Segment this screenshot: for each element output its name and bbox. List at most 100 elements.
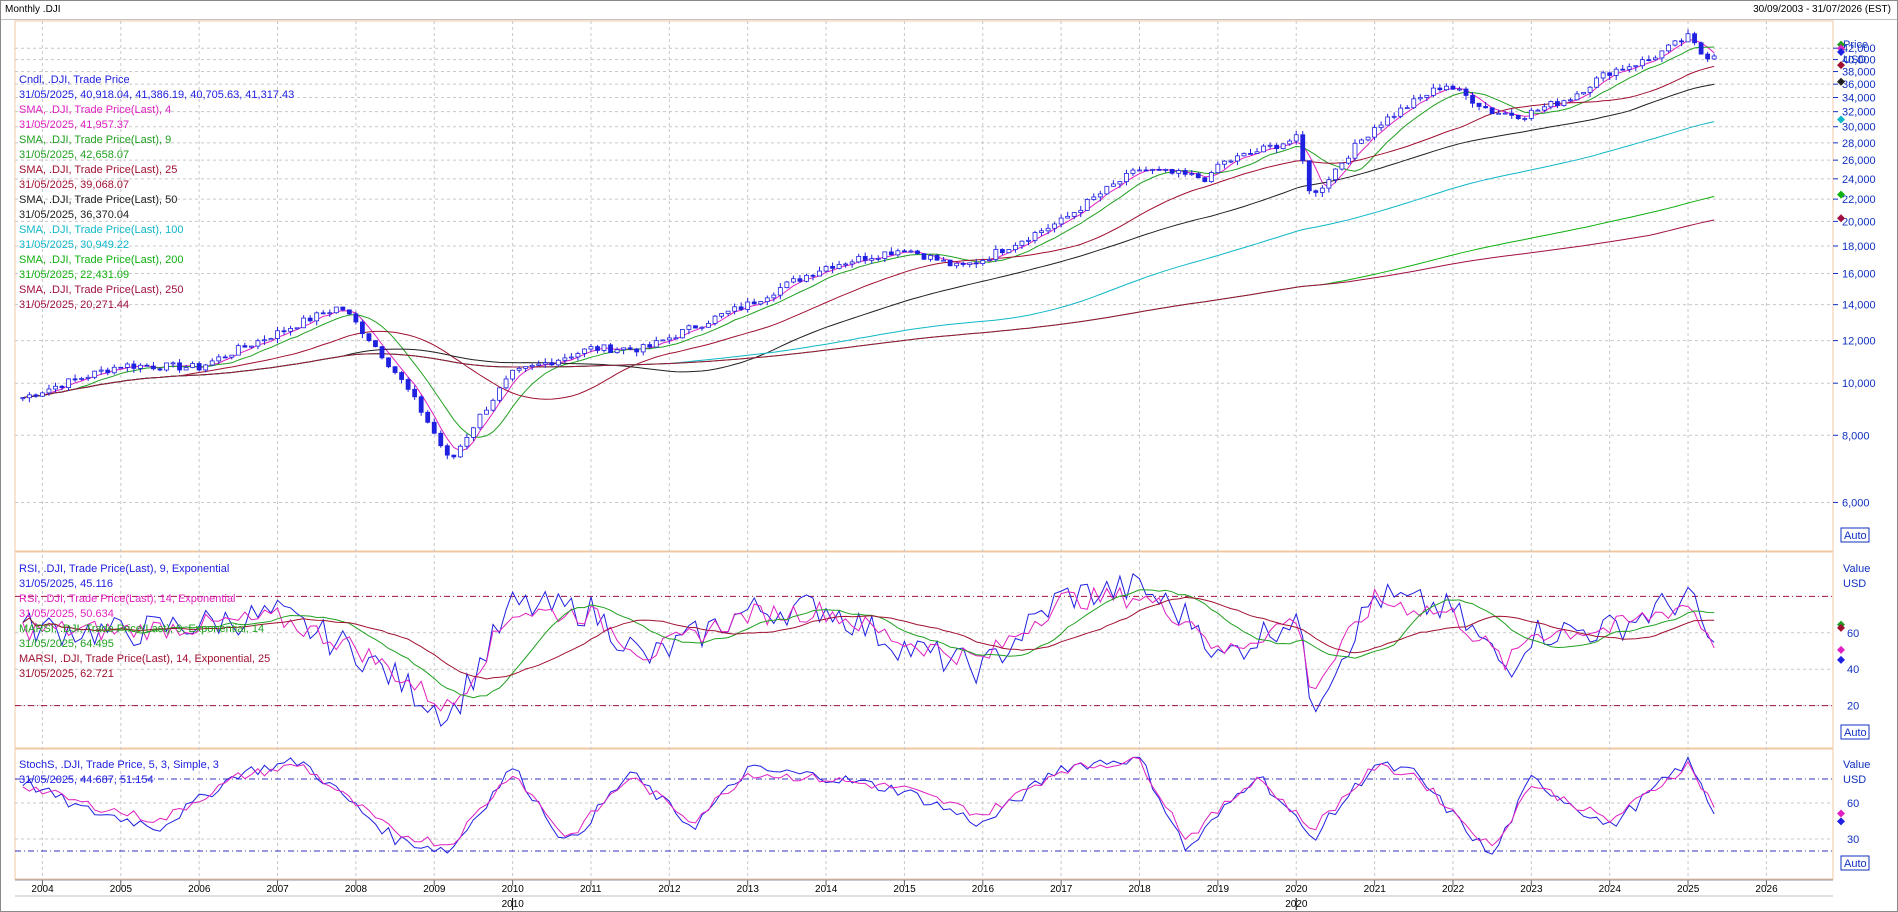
stoch-tick-label: 30 — [1847, 834, 1859, 846]
candle-body — [92, 370, 98, 378]
candle-body — [164, 362, 169, 371]
candle-body — [1058, 217, 1064, 225]
price-tick-label: 12,000 — [1842, 336, 1876, 348]
candle-body — [1457, 88, 1462, 91]
candle-body — [242, 345, 248, 348]
candle-body — [928, 255, 933, 260]
candle-body — [1626, 66, 1632, 70]
candle-body — [1698, 42, 1704, 55]
legend-name: MARSI, .DJI, Trade Price(Last), 9, Expon… — [19, 623, 264, 635]
x-tick-label: 2014 — [815, 884, 838, 895]
candle-body — [706, 323, 711, 328]
candle-body — [967, 262, 973, 265]
stoch-auto-button[interactable] — [1840, 855, 1870, 871]
candlesticks[interactable] — [20, 29, 1717, 460]
candle-body — [1019, 240, 1025, 246]
candle-body — [575, 353, 581, 358]
legend-value: 31/05/2025, 40,918.04, 41,386.19, 40,705… — [19, 89, 294, 101]
candle-body — [1241, 152, 1247, 157]
candle-body — [784, 281, 790, 288]
candle-body — [1555, 101, 1560, 106]
title-bar: Monthly .DJI 30/09/2003 - 31/07/2026 (ES… — [1, 1, 1897, 20]
candle-body — [144, 364, 150, 367]
candle-body — [255, 340, 261, 347]
legend-value: 31/05/2025, 62.721 — [19, 668, 114, 680]
rsi-legend: RSI, .DJI, Trade Price(Last), 9, Exponen… — [19, 563, 270, 680]
price-series — [22, 39, 1715, 452]
candle-body — [1313, 190, 1319, 193]
candle-body — [405, 379, 411, 390]
x-tick-label: 2008 — [345, 884, 368, 895]
candle-body — [1620, 68, 1626, 71]
candle-body — [170, 362, 176, 365]
candle-body — [1156, 168, 1162, 171]
candle-body — [262, 339, 267, 342]
sma-9-line — [22, 46, 1715, 438]
candle-body — [1208, 172, 1214, 183]
candle-body — [1463, 88, 1469, 96]
candle-body — [595, 346, 600, 351]
candle-body — [627, 347, 633, 350]
rsi-panel-frame — [14, 551, 1834, 749]
candle-body — [1574, 93, 1580, 101]
price-tick-label: 28,000 — [1842, 138, 1876, 150]
candle-body — [1509, 112, 1515, 116]
candle-body — [771, 294, 777, 299]
candle-body — [640, 344, 646, 353]
candle-body — [1404, 107, 1410, 110]
candle-body — [1483, 106, 1488, 109]
price-axis: Price USD 6,000 8,000 10,000 12,000 14,000 16… — [1833, 39, 1876, 543]
price-auto-button[interactable] — [1840, 527, 1870, 543]
chart-canvas[interactable]: Price USD 6,000 8,000 10,000 12,000 14,000 16… — [1, 20, 1897, 910]
x-tick-label: 2013 — [737, 884, 760, 895]
candle-body — [902, 250, 907, 253]
candle-body — [1489, 107, 1495, 115]
legend-value: 31/05/2025, 64.495 — [19, 638, 114, 650]
x-tick-label: 2005 — [110, 884, 133, 895]
marsi-9-line — [22, 589, 1715, 699]
candle-body — [1130, 169, 1136, 174]
price-marker — [1837, 214, 1845, 223]
candle-body — [98, 369, 104, 372]
legend-name: SMA, .DJI, Trade Price(Last), 100 — [19, 224, 183, 236]
candle-body — [732, 306, 738, 312]
candle-body — [1385, 116, 1391, 126]
rsi-tick-label: 60 — [1847, 628, 1859, 640]
candle-body — [954, 262, 960, 267]
candle-body — [1274, 144, 1280, 150]
candle-body — [582, 348, 587, 354]
candle-body — [1437, 87, 1443, 91]
sma-4-line — [22, 39, 1715, 452]
x-tick-label: 2012 — [658, 884, 681, 895]
candle-body — [1267, 144, 1273, 147]
candle-body — [608, 344, 613, 354]
candle-body — [1287, 140, 1293, 145]
candle-body — [712, 315, 718, 324]
rsi-auto-button[interactable] — [1840, 724, 1870, 740]
candle-body — [124, 363, 130, 368]
candle-body — [725, 310, 731, 314]
candle-body — [1613, 68, 1619, 76]
candle-body — [53, 385, 58, 390]
legend-name: SMA, .DJI, Trade Price(Last), 250 — [19, 284, 183, 296]
candle-body — [1078, 209, 1084, 213]
x-tick-label: 2023 — [1520, 884, 1543, 895]
legend-value: 31/05/2025, 44.687, 51.154 — [19, 774, 154, 786]
candle-body — [1143, 169, 1149, 172]
candle-body — [327, 312, 333, 315]
price-tick-label: 30,000 — [1842, 122, 1876, 134]
candle-body — [1502, 112, 1508, 115]
candle-body — [862, 255, 868, 261]
candle-body — [568, 356, 574, 359]
x-tick-label: 2022 — [1442, 884, 1465, 895]
candle-body — [1195, 173, 1201, 179]
candle-body — [1182, 170, 1188, 175]
x-tick-label: 2007 — [267, 884, 290, 895]
candle-body — [1215, 163, 1221, 173]
candle-body — [1411, 98, 1417, 109]
price-tick-label: 36,000 — [1842, 79, 1876, 91]
candle-body — [190, 363, 196, 368]
price-tick-label: 10,000 — [1842, 378, 1876, 390]
x-tick-label: 2011 — [580, 884, 602, 895]
rsi-axis-title: Value — [1843, 563, 1870, 575]
